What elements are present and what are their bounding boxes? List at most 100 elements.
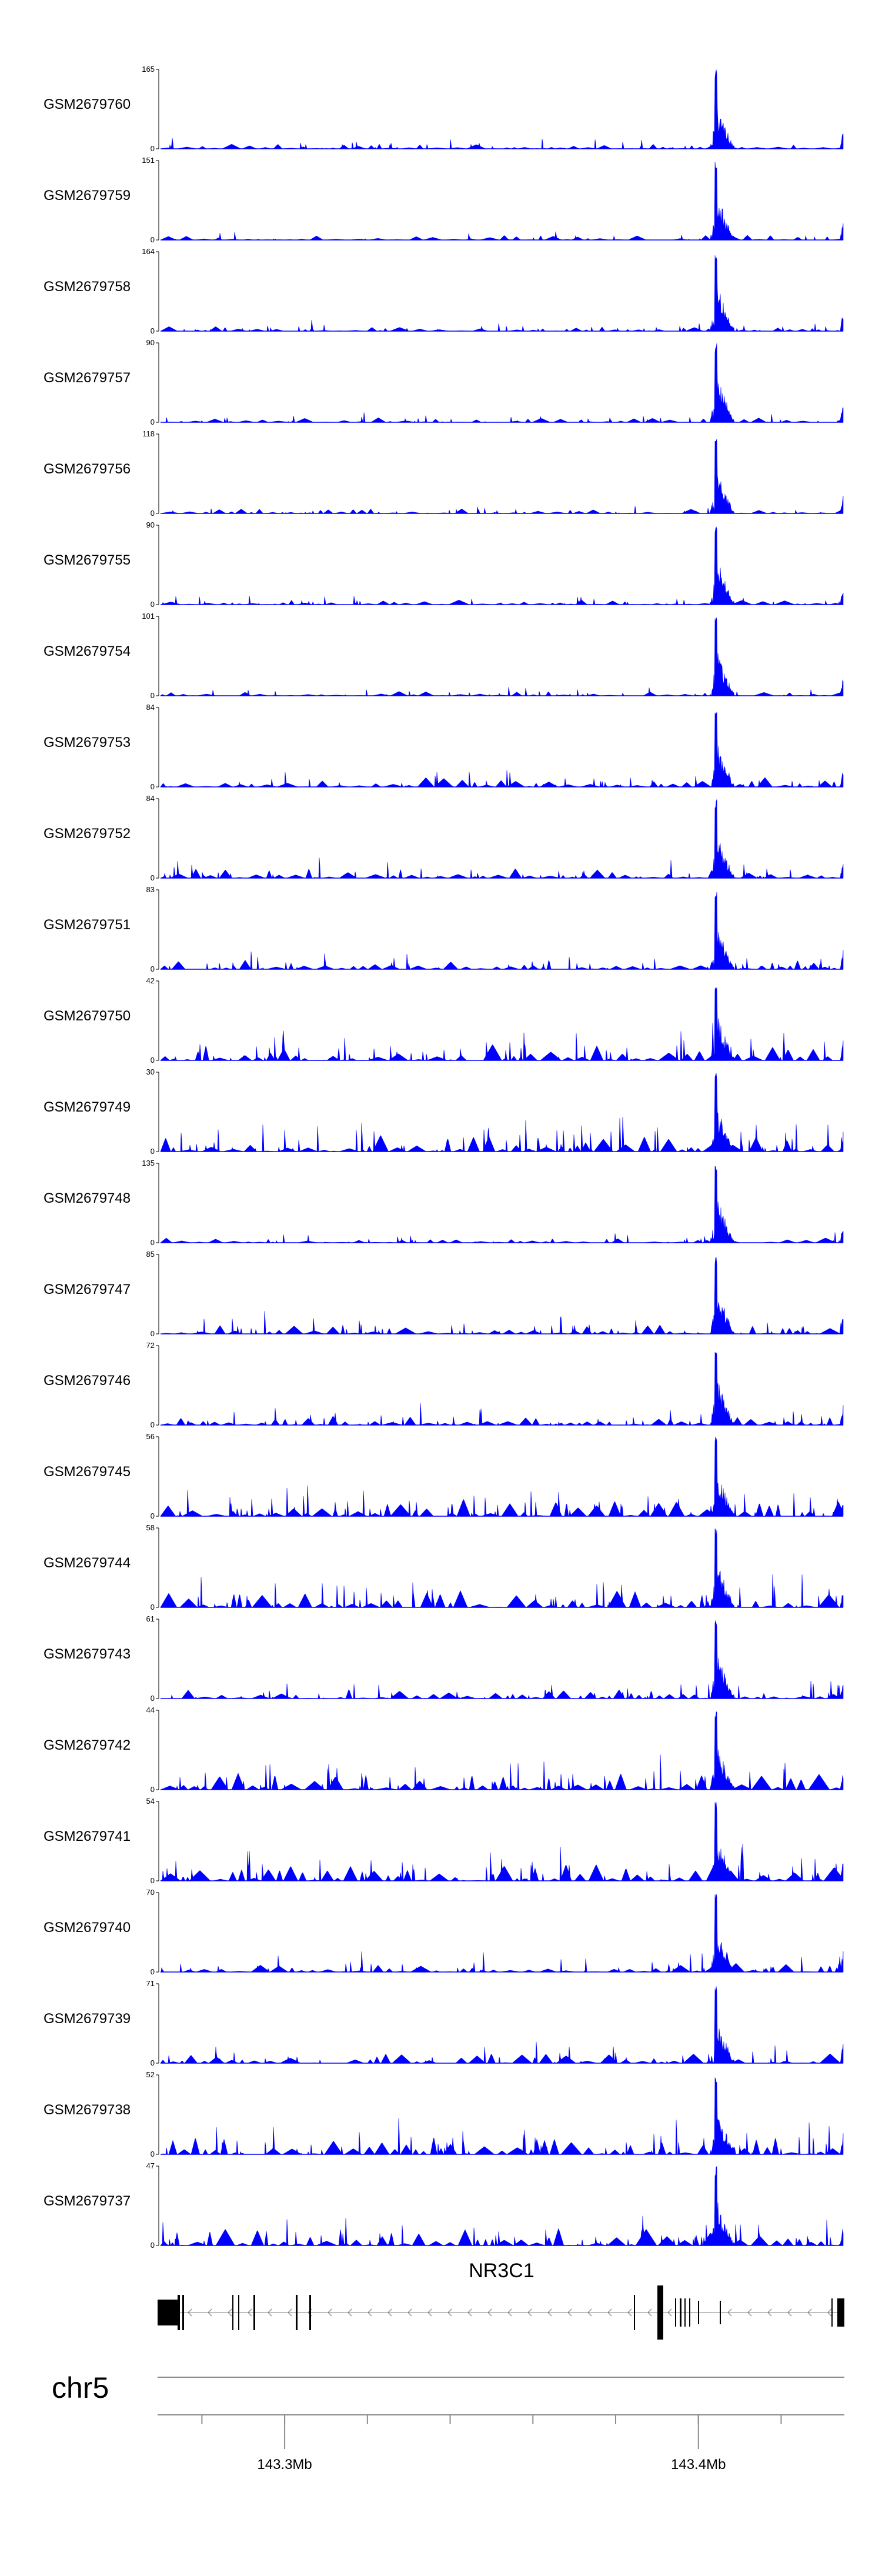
track: GSM2679752 84 0 — [44, 794, 844, 882]
track-label: GSM2679758 — [44, 279, 131, 295]
track: GSM2679739 71 0 — [44, 1979, 844, 2067]
strand-arrow — [567, 2308, 572, 2317]
strand-arrow — [368, 2308, 372, 2317]
strand-arrow — [747, 2308, 752, 2317]
strand-arrow — [288, 2308, 292, 2317]
track-label: GSM2679756 — [44, 461, 131, 477]
track-label: GSM2679759 — [44, 188, 131, 203]
track: GSM2679740 70 0 — [44, 1888, 844, 1976]
gene-exon — [684, 2298, 686, 2327]
y-min-label: 0 — [151, 1694, 155, 1703]
track-label: GSM2679745 — [44, 1464, 131, 1480]
gene-exon — [232, 2295, 233, 2330]
coverage-area — [160, 69, 844, 149]
y-min-label: 0 — [151, 1420, 155, 1429]
coverage-area — [160, 526, 844, 605]
y-min-label: 0 — [151, 1329, 155, 1338]
strand-arrow — [587, 2308, 592, 2317]
y-min-label: 0 — [151, 1147, 155, 1156]
coverage-area — [160, 1528, 844, 1608]
strand-arrow — [188, 2308, 192, 2317]
y-max-label: 164 — [142, 247, 155, 256]
coverage-area — [161, 1620, 844, 1700]
track: GSM2679747 85 0 — [44, 1250, 844, 1338]
gene-exon — [657, 2285, 663, 2340]
track-label: GSM2679757 — [44, 370, 131, 386]
y-min-label: 0 — [151, 2058, 155, 2067]
coverage-area — [160, 1257, 844, 1334]
track: GSM2679745 56 0 — [44, 1432, 844, 1520]
track: GSM2679753 84 0 — [44, 703, 844, 791]
y-max-label: 101 — [142, 612, 155, 620]
gene-exon — [253, 2295, 255, 2330]
track: GSM2679743 61 0 — [44, 1614, 844, 1703]
gene-exon — [182, 2295, 184, 2330]
track: GSM2679750 42 0 — [44, 976, 844, 1065]
track-label: GSM2679746 — [44, 1373, 131, 1389]
y-min-label: 0 — [151, 873, 155, 882]
gene-model: NR3C1 — [158, 2260, 844, 2340]
track-label: GSM2679752 — [44, 826, 131, 842]
strand-arrow — [487, 2308, 492, 2317]
gene-exon — [680, 2298, 681, 2327]
strand-arrow — [407, 2308, 412, 2317]
y-min-label: 0 — [151, 1785, 155, 1794]
track: GSM2679756 118 0 — [44, 429, 844, 518]
y-min-label: 0 — [151, 1967, 155, 1976]
y-max-label: 135 — [142, 1159, 155, 1167]
coverage-area — [160, 1073, 844, 1152]
y-max-label: 61 — [146, 1614, 155, 1623]
track-label: GSM2679741 — [44, 1828, 131, 1844]
track-label: GSM2679739 — [44, 2011, 131, 2027]
gene-exon — [309, 2295, 311, 2330]
y-min-label: 0 — [151, 600, 155, 609]
y-min-label: 0 — [151, 144, 155, 153]
strand-arrow — [807, 2308, 812, 2317]
strand-arrow — [248, 2308, 252, 2317]
gene-exon — [689, 2298, 690, 2327]
track-label: GSM2679742 — [44, 1737, 131, 1753]
y-max-label: 54 — [146, 1797, 155, 1806]
track-label: GSM2679738 — [44, 2102, 131, 2118]
strand-arrow — [727, 2308, 732, 2317]
gene-exon — [158, 2300, 178, 2325]
strand-arrow — [767, 2308, 772, 2317]
y-min-label: 0 — [151, 1511, 155, 1520]
coverage-area — [160, 987, 844, 1061]
coverage-area — [160, 2077, 844, 2155]
y-min-label: 0 — [151, 235, 155, 244]
track: GSM2679746 72 0 — [44, 1341, 844, 1429]
track: GSM2679757 90 0 — [44, 338, 844, 426]
gene-exon — [720, 2301, 721, 2324]
chromosome-label: chr5 — [52, 2371, 109, 2404]
y-min-label: 0 — [151, 1238, 155, 1247]
track: GSM2679751 83 0 — [44, 885, 844, 973]
strand-arrow — [447, 2308, 452, 2317]
strand-arrow — [427, 2308, 432, 2317]
genome-axis-tick-label: 143.4Mb — [671, 2457, 726, 2472]
strand-arrow — [507, 2308, 512, 2317]
coverage-area — [160, 617, 844, 696]
strand-arrow — [228, 2308, 232, 2317]
coverage-area — [160, 892, 844, 970]
y-min-label: 0 — [151, 326, 155, 335]
track-label: GSM2679751 — [44, 917, 131, 933]
y-max-label: 165 — [142, 65, 155, 74]
y-min-label: 0 — [151, 691, 155, 700]
y-max-label: 52 — [146, 2070, 155, 2079]
y-max-label: 30 — [146, 1067, 155, 1076]
track-label: GSM2679750 — [44, 1008, 131, 1024]
track: GSM2679754 101 0 — [44, 612, 844, 700]
y-max-label: 90 — [146, 520, 155, 529]
track-label: GSM2679743 — [44, 1646, 131, 1662]
y-min-label: 0 — [151, 1056, 155, 1065]
strand-arrow — [328, 2308, 332, 2317]
coverage-area — [160, 255, 844, 332]
track-label: GSM2679755 — [44, 552, 131, 568]
coverage-area — [160, 1894, 844, 1973]
track-label: GSM2679737 — [44, 2193, 131, 2209]
coverage-area — [160, 1352, 844, 1426]
coverage-area — [160, 161, 844, 241]
track: GSM2679758 164 0 — [44, 247, 844, 335]
